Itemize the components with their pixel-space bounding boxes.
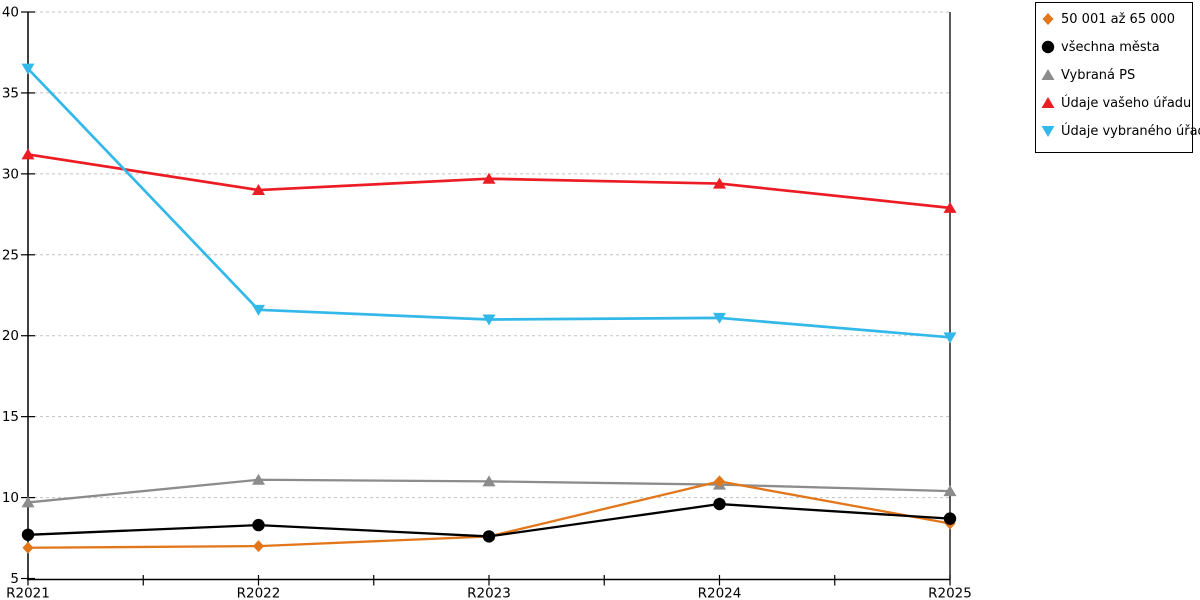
triangle-up-icon — [1041, 69, 1055, 80]
series-marker-4 — [252, 304, 265, 316]
series-marker-1 — [21, 528, 35, 541]
series-marker-2 — [482, 475, 496, 487]
x-tick-label: R2023 — [467, 586, 511, 600]
legend-item: Vybraná PS — [1036, 61, 1192, 89]
triangle-down-icon — [1041, 126, 1055, 137]
y-tick-label: 20 — [2, 328, 19, 344]
x-tick-label: R2024 — [698, 586, 742, 600]
y-tick-label: 35 — [2, 85, 19, 101]
legend: 50 001 až 65 000 všechna města Vybraná P… — [1035, 2, 1200, 153]
series-marker-0 — [714, 475, 725, 488]
series-marker-3 — [943, 201, 957, 213]
triangle-up-icon — [1041, 97, 1055, 108]
series-marker-3 — [482, 172, 496, 184]
series-marker-1 — [943, 512, 957, 525]
y-tick-label: 40 — [2, 5, 19, 21]
triangle-down-marker-icon — [1041, 126, 1055, 137]
series-marker-2 — [943, 485, 957, 497]
x-tick-label: R2022 — [237, 586, 281, 600]
series-marker-1 — [252, 518, 265, 532]
series-marker-0 — [253, 540, 264, 553]
legend-label: 50 001 až 65 000 — [1061, 11, 1176, 27]
legend-item: 50 001 až 65 000 — [1036, 5, 1192, 33]
line-chart: 5 10 15 20 25 30 35 40 R2021 R2022 R2023 R2024 R2025 — [2, 5, 972, 600]
legend-item: Údaje vašeho úřadu — [1036, 89, 1192, 117]
diamond-marker-icon — [1042, 13, 1054, 25]
series-marker-0 — [22, 541, 34, 554]
series-marker-2 — [252, 473, 265, 485]
y-tick-label: 15 — [2, 409, 19, 425]
y-tick-label: 25 — [2, 247, 19, 263]
diamond-icon — [1042, 13, 1054, 25]
y-tick-label: 5 — [10, 571, 19, 587]
x-tick-label: R2021 — [6, 586, 50, 600]
series-marker-1 — [482, 530, 496, 543]
legend-label: všechna města — [1061, 39, 1160, 55]
series-marker-4 — [943, 332, 957, 344]
legend-label: Údaje vašeho úřadu — [1061, 95, 1192, 111]
series-marker-4 — [21, 63, 35, 75]
series-marker-2 — [21, 496, 35, 508]
series-marker-3 — [713, 177, 726, 189]
y-tick-label: 10 — [2, 490, 19, 506]
triangle-up-marker-icon — [1041, 69, 1055, 80]
triangle-up-marker-icon — [1041, 97, 1055, 108]
legend-item: Údaje vybraného úřadu — [1036, 117, 1200, 145]
series-marker-4 — [482, 314, 496, 326]
legend-item: všechna města — [1036, 33, 1192, 61]
series-line-4 — [26, 67, 952, 339]
series-marker-1 — [713, 497, 726, 511]
circle-icon — [1041, 40, 1055, 54]
x-tick-label: R2025 — [928, 586, 972, 600]
series-marker-4 — [713, 312, 726, 324]
circle-marker-icon — [1041, 40, 1055, 54]
series-marker-3 — [21, 148, 35, 160]
series-marker-3 — [252, 184, 265, 196]
legend-label: Vybraná PS — [1061, 67, 1136, 83]
legend-label: Údaje vybraného úřadu — [1061, 123, 1200, 139]
y-tick-label: 30 — [2, 166, 19, 182]
